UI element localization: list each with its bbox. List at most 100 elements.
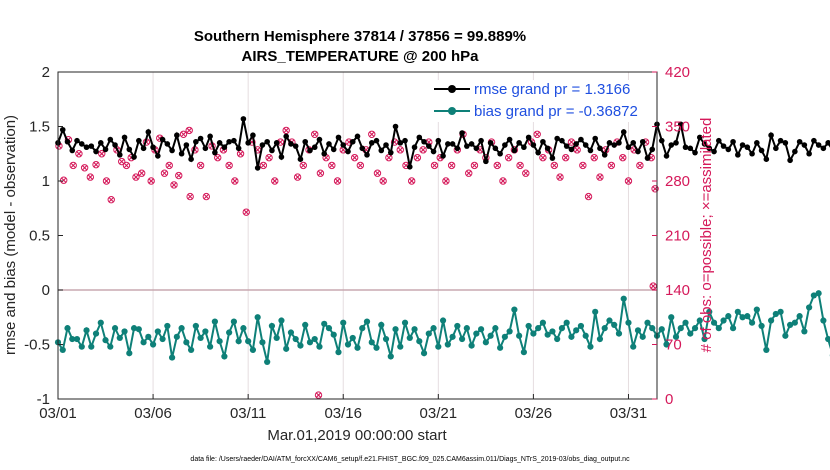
obs-assimilated-marker: [243, 209, 249, 215]
bias-data-point: [535, 325, 542, 332]
obs-possible-marker: [651, 185, 659, 193]
obs-possible-marker: [350, 153, 359, 162]
bias-data-point: [720, 317, 727, 324]
rmse-data-point: [445, 141, 451, 147]
y2-axis-label: # of obs: o=possible; ×=assimilated: [698, 118, 715, 353]
obs-count-point: [516, 161, 524, 170]
obs-assimilated-marker: [563, 155, 569, 161]
obs-possible-marker: [539, 153, 547, 162]
rmse-data-point: [530, 142, 537, 148]
rmse-data-point: [606, 140, 613, 146]
obs-possible-marker: [447, 161, 456, 170]
rmse-data-point: [169, 147, 175, 154]
bias-data-point: [173, 333, 180, 340]
bias-data-point: [549, 328, 556, 335]
obs-assimilated-marker: [176, 172, 182, 179]
bias-data-point: [568, 333, 575, 340]
obs-count-point: [147, 177, 155, 185]
obs-count-point: [442, 177, 450, 185]
obs-count-point: [175, 171, 183, 180]
obs-possible-marker: [80, 164, 89, 172]
obs-assimilated-marker: [471, 162, 478, 169]
bias-data-point: [539, 319, 547, 326]
obs-assimilated-marker: [103, 178, 110, 184]
obs-assimilated-marker: [198, 162, 204, 169]
obs-possible-marker: [504, 153, 513, 162]
bias-data-point: [159, 335, 166, 343]
obs-count-point: [132, 173, 140, 181]
obs-count-point: [311, 130, 319, 138]
obs-assimilated-marker: [266, 155, 272, 161]
rmse-data-point: [316, 136, 323, 143]
obs-assimilated-marker: [70, 162, 76, 169]
bias-data-point: [259, 339, 266, 346]
bias-data-point: [420, 350, 428, 357]
y2-tick-label: 280: [665, 173, 690, 190]
bias-data-point: [463, 325, 470, 332]
obs-possible-marker: [550, 161, 559, 170]
bias-data-point: [135, 326, 142, 333]
rmse-data-point: [630, 140, 637, 146]
obs-assimilated-marker: [568, 139, 575, 145]
bias-data-point: [806, 304, 813, 311]
rmse-data-point: [730, 138, 736, 145]
rmse-data-point: [506, 136, 513, 143]
obs-possible-marker: [356, 161, 365, 170]
obs-assimilated-marker: [295, 174, 301, 180]
bias-data-point: [677, 325, 684, 332]
rmse-data-point: [97, 140, 104, 146]
bias-data-point: [658, 326, 665, 333]
rmse-data-point: [235, 145, 242, 152]
obs-assimilated-marker: [585, 193, 592, 200]
obs-count-point: [579, 161, 587, 170]
rmse-data-point: [820, 145, 827, 152]
obs-count-point: [316, 169, 325, 177]
obs-count-point: [202, 192, 211, 201]
bias-data-point: [601, 325, 608, 332]
bias-data-point: [435, 343, 442, 350]
rmse-data-point: [625, 144, 632, 151]
rmse-data-point: [136, 137, 142, 144]
rmse-data-point: [801, 142, 808, 148]
rmse-data-point: [397, 140, 404, 146]
bias-data-point: [791, 319, 798, 326]
rmse-data-point: [787, 157, 793, 164]
obs-count-point: [413, 153, 422, 162]
obs-assimilated-marker: [620, 155, 626, 161]
obs-possible-marker: [379, 177, 387, 185]
bias-data-point: [297, 342, 304, 349]
rmse-data-point: [516, 140, 522, 146]
obs-count-point: [356, 161, 365, 170]
rmse-data-point: [107, 136, 114, 143]
rmse-data-point: [582, 142, 589, 148]
obs-count-point: [556, 173, 564, 181]
bias-data-point: [563, 319, 570, 326]
bias-series-layer: [54, 290, 830, 366]
obs-count-point: [231, 177, 239, 185]
obs-possible-marker: [333, 177, 342, 185]
bias-data-point: [264, 358, 271, 366]
bias-data-point: [592, 308, 599, 315]
obs-assimilated-marker: [414, 155, 420, 161]
bias-data-point: [706, 308, 713, 315]
obs-assimilated-marker: [61, 177, 67, 183]
rmse-data-point: [188, 156, 194, 162]
obs-possible-marker: [419, 146, 427, 154]
obs-assimilated-marker: [506, 155, 512, 161]
rmse-data-point: [254, 165, 261, 171]
obs-possible-marker: [516, 161, 524, 170]
bias-data-point: [283, 345, 290, 352]
obs-possible-marker: [118, 157, 126, 166]
y-tick-label: 0: [42, 282, 50, 299]
obs-assimilated-marker: [272, 178, 278, 184]
rmse-data-point: [639, 138, 646, 145]
obs-possible-marker: [493, 161, 501, 170]
obs-count-point: [624, 177, 633, 185]
obs-assimilated-marker: [625, 178, 632, 184]
obs-assimilated-marker: [315, 392, 322, 398]
obs-count-point: [533, 130, 541, 138]
obs-possible-marker: [579, 161, 587, 170]
obs-assimilated-marker: [443, 178, 449, 184]
obs-possible-marker: [179, 130, 188, 138]
bias-data-point: [292, 335, 299, 343]
